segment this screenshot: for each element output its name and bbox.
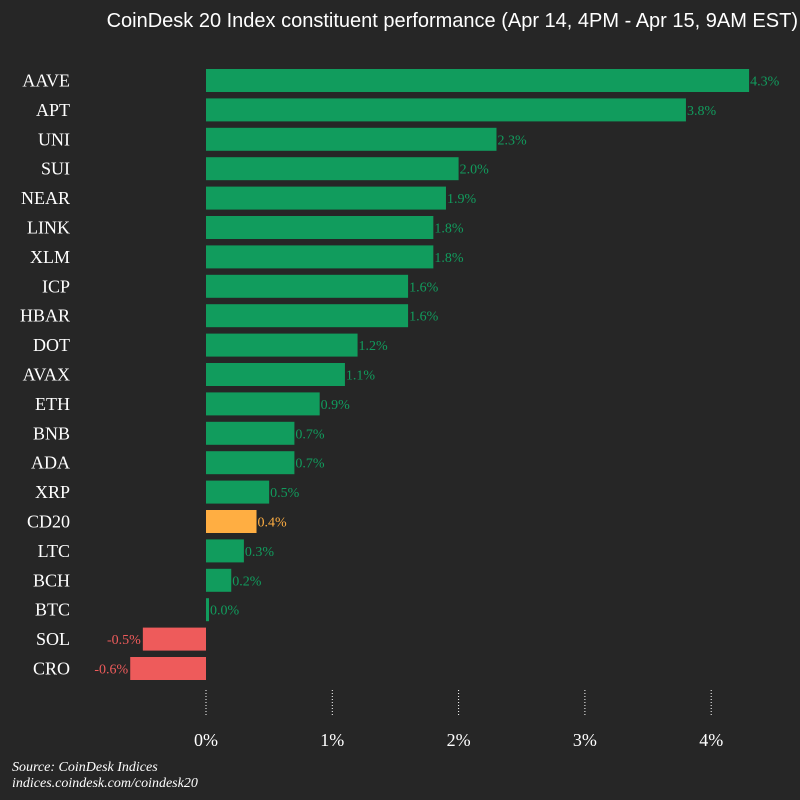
data-label: 1.8% — [434, 251, 464, 266]
bar — [206, 186, 446, 210]
bar — [206, 98, 686, 122]
x-tick-label: 1% — [320, 730, 344, 750]
category-label: NEAR — [21, 188, 70, 208]
category-label: XRP — [35, 482, 70, 502]
data-label: 4.3% — [750, 75, 780, 90]
data-label: 1.6% — [409, 310, 439, 325]
bar — [206, 333, 358, 357]
bar — [206, 510, 257, 533]
data-label: 0.2% — [232, 574, 262, 589]
data-label: 1.9% — [447, 192, 477, 207]
category-label: DOT — [33, 335, 70, 355]
data-label: -0.5% — [107, 633, 141, 648]
category-label: SOL — [36, 629, 70, 649]
bar — [206, 539, 244, 563]
category-label: ADA — [31, 453, 70, 473]
data-label: 1.8% — [434, 222, 464, 237]
bar — [206, 598, 209, 622]
source-note: Source: CoinDesk Indices indices.coindes… — [12, 760, 198, 792]
category-label: LTC — [38, 541, 70, 561]
bar — [206, 127, 497, 151]
category-label: ETH — [35, 394, 70, 414]
data-label: 2.3% — [497, 133, 527, 148]
data-label: 0.4% — [258, 516, 288, 531]
category-label: XLM — [30, 247, 70, 267]
data-label: 1.2% — [359, 339, 389, 354]
data-label: -0.6% — [94, 663, 128, 678]
category-label: AVAX — [23, 365, 70, 385]
bar — [206, 216, 434, 239]
data-label: 1.6% — [409, 280, 439, 295]
source-url: indices.coindesk.com/coindesk20 — [12, 776, 198, 791]
bar — [206, 274, 409, 298]
bar — [206, 245, 434, 269]
category-label: BNB — [33, 423, 70, 443]
bar — [206, 304, 409, 328]
bar — [130, 657, 206, 680]
category-label: CD20 — [27, 512, 70, 532]
bar — [206, 392, 320, 416]
bar — [142, 627, 206, 651]
bar — [206, 69, 750, 92]
category-label: UNI — [38, 129, 70, 149]
bar — [206, 421, 295, 445]
data-label: 3.8% — [687, 104, 717, 119]
bar — [206, 568, 232, 592]
data-label: 2.0% — [460, 163, 490, 178]
data-label: 0.0% — [210, 604, 240, 619]
x-tick-label: 2% — [447, 730, 471, 750]
category-label: APT — [36, 100, 70, 120]
data-label: 1.1% — [346, 369, 376, 384]
x-tick-label: 3% — [573, 730, 597, 750]
bar — [206, 363, 345, 386]
category-label: SUI — [41, 159, 70, 179]
category-label: BCH — [33, 570, 70, 590]
category-label: HBAR — [20, 306, 70, 326]
data-label: 0.5% — [270, 486, 300, 501]
bar — [206, 157, 459, 181]
data-label: 0.3% — [245, 545, 275, 560]
category-label: CRO — [33, 659, 70, 679]
source-text: Source: CoinDesk Indices — [12, 760, 158, 775]
data-label: 0.7% — [295, 427, 325, 442]
category-label: AAVE — [22, 71, 70, 91]
category-label: LINK — [27, 218, 70, 238]
data-label: 0.9% — [321, 398, 351, 413]
bar — [206, 451, 295, 475]
x-tick-label: 4% — [699, 730, 723, 750]
chart-title: CoinDesk 20 Index constituent performanc… — [106, 10, 798, 32]
data-label: 0.7% — [295, 457, 325, 472]
x-tick-label: 0% — [194, 730, 218, 750]
category-label: ICP — [42, 276, 70, 296]
bar — [206, 480, 270, 504]
category-label: BTC — [35, 600, 70, 620]
